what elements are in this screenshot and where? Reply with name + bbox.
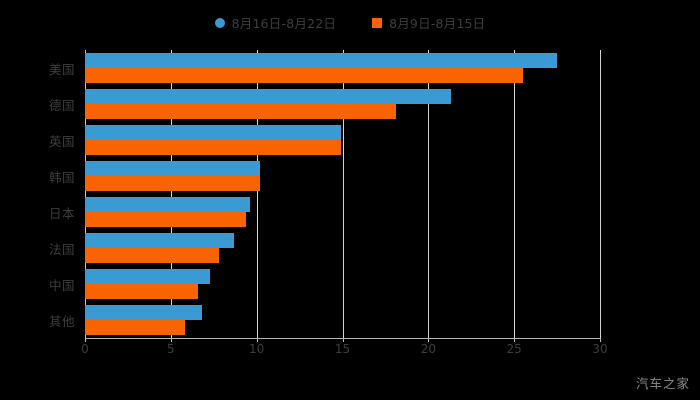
- bar-group: [85, 122, 600, 158]
- bar-series-2[interactable]: [85, 248, 219, 263]
- bar-group: [85, 194, 600, 230]
- y-axis-label: 日本: [48, 206, 75, 221]
- bar-series-2[interactable]: [85, 68, 523, 83]
- legend-label-series-2: 8月9日-8月15日: [389, 16, 486, 31]
- bar-series-1[interactable]: [85, 269, 211, 284]
- bar-group: [85, 230, 600, 266]
- bar-series-2[interactable]: [85, 212, 247, 227]
- bar-series-1[interactable]: [85, 89, 451, 104]
- y-axis-line: [85, 50, 86, 338]
- x-axis-tick-mark: [600, 338, 601, 342]
- bar-series-2[interactable]: [85, 104, 396, 119]
- watermark-label: 汽车之家: [635, 376, 690, 391]
- y-axis-label: 其他: [48, 314, 75, 329]
- gridline: [170, 50, 172, 338]
- x-axis-tick-mark: [85, 338, 86, 342]
- bar-series-1[interactable]: [85, 233, 235, 248]
- bar-series-2[interactable]: [85, 176, 261, 191]
- x-axis-tick-label: 30: [592, 342, 608, 356]
- bar-group: [85, 158, 600, 194]
- gridline: [342, 50, 344, 338]
- x-axis-tick-labels: 0 5 10 15 20 25 30: [0, 342, 700, 362]
- bar-series-2[interactable]: [85, 320, 185, 335]
- x-axis-tick-label: 25: [506, 342, 522, 356]
- legend-label-series-1: 8月16日-8月22日: [231, 16, 337, 31]
- gridline: [514, 50, 516, 338]
- bar-series-2[interactable]: [85, 140, 341, 155]
- y-axis-label: 法国: [48, 242, 75, 257]
- x-axis-tick-mark: [256, 338, 258, 342]
- bar-series-1[interactable]: [85, 305, 202, 320]
- x-axis-tick-label: 0: [81, 342, 89, 356]
- x-axis-tick-mark: [170, 338, 172, 342]
- y-axis-label: 韩国: [48, 170, 75, 185]
- x-axis-tick-mark: [514, 338, 516, 342]
- chart-legend: 8月16日-8月22日 8月9日-8月15日: [0, 13, 700, 32]
- legend-square-icon: [372, 17, 383, 28]
- x-axis-tick-mark: [428, 338, 430, 342]
- plot-area: [85, 50, 601, 338]
- y-axis-label: 英国: [48, 134, 75, 149]
- gridline: [600, 50, 601, 338]
- bar-series-1[interactable]: [85, 125, 341, 140]
- legend-circle-icon: [214, 17, 225, 28]
- gridline: [256, 50, 258, 338]
- bar-group: [85, 86, 600, 122]
- x-axis-tick-label: 20: [420, 342, 436, 356]
- bar-series-1[interactable]: [85, 161, 261, 176]
- x-axis-tick-mark: [342, 338, 344, 342]
- x-axis-tick-label: 15: [334, 342, 351, 356]
- bar-group: [85, 50, 600, 86]
- legend-item-series-1[interactable]: 8月16日-8月22日: [214, 13, 337, 32]
- y-axis-category-labels: 美国德国英国韩国日本法国中国其他: [0, 50, 85, 338]
- bar-series-1[interactable]: [85, 197, 250, 212]
- x-axis-tick-label: 5: [167, 342, 175, 356]
- y-axis-label: 中国: [48, 278, 75, 293]
- bar-series-2[interactable]: [85, 284, 199, 299]
- y-axis-label: 德国: [48, 98, 75, 113]
- bar-group: [85, 302, 600, 338]
- x-axis-tick-label: 10: [249, 342, 265, 356]
- bar-group: [85, 266, 600, 302]
- gridline: [428, 50, 430, 338]
- legend-item-series-2[interactable]: 8月9日-8月15日: [372, 13, 485, 32]
- bar-series-1[interactable]: [85, 53, 558, 68]
- y-axis-label: 美国: [48, 62, 75, 77]
